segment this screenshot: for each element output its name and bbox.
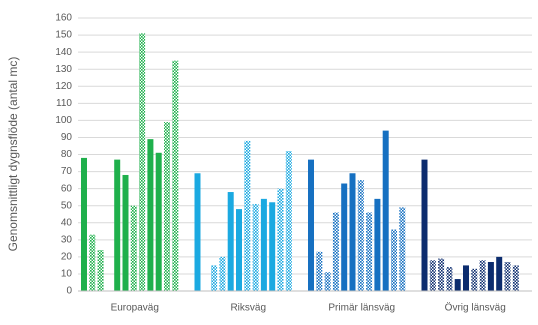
bar bbox=[512, 265, 519, 291]
bar bbox=[454, 279, 461, 291]
bar bbox=[122, 174, 129, 291]
bar bbox=[332, 212, 339, 291]
bar bbox=[244, 140, 251, 291]
bar bbox=[316, 251, 323, 291]
bar bbox=[97, 250, 104, 291]
bar bbox=[155, 152, 162, 291]
y-tick-label: 20 bbox=[61, 252, 73, 263]
y-tick-label: 90 bbox=[61, 132, 73, 143]
y-tick-label: 40 bbox=[61, 217, 73, 228]
bar bbox=[227, 192, 234, 291]
bar bbox=[471, 268, 478, 291]
bar bbox=[285, 151, 292, 291]
bar bbox=[164, 122, 170, 291]
bar bbox=[147, 139, 154, 291]
bar bbox=[324, 272, 331, 291]
bar bbox=[487, 261, 494, 291]
bar bbox=[211, 265, 218, 291]
bar bbox=[269, 202, 276, 291]
bar bbox=[194, 173, 201, 291]
bar bbox=[277, 188, 284, 291]
bar bbox=[252, 203, 259, 291]
y-tick-label: 150 bbox=[55, 30, 72, 41]
bar bbox=[446, 267, 453, 291]
bar bbox=[496, 256, 503, 291]
y-tick-label: 10 bbox=[61, 269, 73, 280]
bar bbox=[236, 209, 242, 291]
bar bbox=[429, 260, 436, 291]
y-tick-label: 110 bbox=[56, 98, 72, 109]
bar bbox=[260, 198, 267, 291]
bar bbox=[172, 60, 179, 291]
bar bbox=[479, 260, 486, 291]
bar bbox=[399, 207, 406, 291]
bar bbox=[130, 205, 137, 291]
y-tick-label: 120 bbox=[55, 81, 72, 92]
x-tick-label: Primär länsväg bbox=[328, 303, 395, 314]
bar bbox=[504, 261, 511, 291]
bar bbox=[341, 183, 348, 291]
y-tick-label: 100 bbox=[55, 115, 72, 126]
x-tick-label: Europaväg bbox=[111, 303, 159, 314]
bar bbox=[382, 130, 389, 291]
bar bbox=[391, 229, 397, 291]
y-tick-label: 130 bbox=[55, 64, 72, 75]
bar bbox=[366, 212, 373, 291]
bar bbox=[81, 157, 87, 291]
y-axis-label: Genomsnittligt dygnsflöde (antal mc) bbox=[6, 57, 20, 252]
y-tick-label: 70 bbox=[61, 166, 73, 177]
x-tick-label: Övrig länsväg bbox=[445, 302, 506, 314]
bar bbox=[89, 234, 96, 291]
bar bbox=[421, 159, 428, 291]
bar bbox=[139, 33, 146, 291]
y-tick-label: 160 bbox=[55, 13, 72, 24]
bar bbox=[357, 180, 364, 291]
bar bbox=[349, 173, 356, 291]
y-tick-label: 50 bbox=[61, 200, 73, 211]
bar bbox=[114, 159, 121, 291]
y-tick-label: 30 bbox=[61, 234, 73, 245]
bar bbox=[463, 265, 469, 291]
y-tick-label: 140 bbox=[55, 47, 72, 58]
y-tick-label: 0 bbox=[66, 286, 72, 297]
bar bbox=[219, 256, 226, 291]
bar bbox=[308, 159, 314, 291]
y-tick-label: 60 bbox=[61, 183, 73, 194]
bar bbox=[438, 258, 445, 291]
x-tick-label: Riksväg bbox=[230, 303, 266, 314]
y-tick-label: 80 bbox=[61, 149, 73, 160]
bar bbox=[374, 198, 381, 291]
